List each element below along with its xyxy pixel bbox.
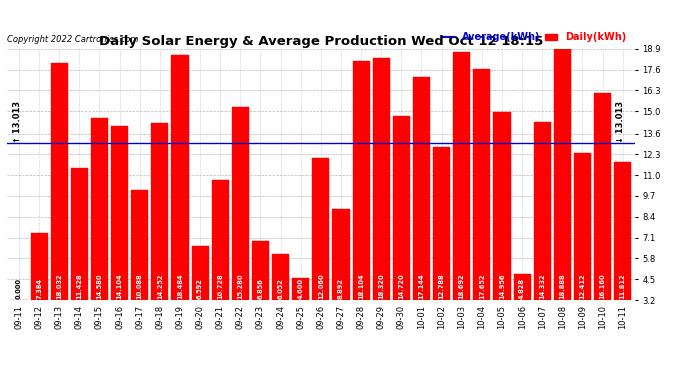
Text: 12.412: 12.412 [580,273,586,299]
Bar [292,278,309,300]
Text: 15.280: 15.280 [237,273,244,299]
Text: 14.104: 14.104 [117,273,123,299]
Bar [252,242,269,300]
Text: 4.828: 4.828 [519,278,525,299]
Text: 14.332: 14.332 [539,273,545,299]
Bar [393,116,410,300]
Text: 6.592: 6.592 [197,278,203,299]
Bar [131,190,148,300]
Text: 17.144: 17.144 [418,273,424,299]
Text: 8.892: 8.892 [338,278,344,299]
Bar [151,123,168,300]
Bar [30,233,48,300]
Text: 11.428: 11.428 [77,273,82,299]
Text: 14.720: 14.720 [398,273,404,299]
Bar [574,153,591,300]
Bar [473,69,491,300]
Bar [232,106,249,300]
Bar [91,118,108,300]
Bar [413,77,430,300]
Bar [453,52,471,300]
Text: 17.652: 17.652 [479,273,485,299]
Bar [554,49,571,300]
Bar [433,147,450,300]
Text: 6.052: 6.052 [277,278,284,299]
Text: 0.000: 0.000 [16,278,22,299]
Text: 18.484: 18.484 [177,273,183,299]
Bar [513,274,531,300]
Text: ↓ 13.013: ↓ 13.013 [616,101,625,143]
Bar [313,158,329,300]
Bar [373,58,390,300]
Bar [272,254,289,300]
Text: 18.320: 18.320 [378,273,384,299]
Text: 14.252: 14.252 [157,273,163,299]
Text: 12.788: 12.788 [439,273,444,299]
Bar [171,56,188,300]
Text: 7.384: 7.384 [36,278,42,299]
Text: 18.104: 18.104 [358,273,364,299]
Text: ↑ 13.013: ↑ 13.013 [13,101,22,143]
Text: 10.088: 10.088 [137,273,143,299]
Title: Daily Solar Energy & Average Production Wed Oct 12 18:15: Daily Solar Energy & Average Production … [99,34,543,48]
Bar [614,162,631,300]
Text: 14.956: 14.956 [499,273,505,299]
Bar [353,62,370,300]
Text: 16.160: 16.160 [600,273,606,299]
Legend: Average(kWh), Daily(kWh): Average(kWh), Daily(kWh) [439,28,630,46]
Bar [71,168,88,300]
Text: 10.728: 10.728 [217,273,224,299]
Text: 18.032: 18.032 [56,273,62,299]
Text: 11.812: 11.812 [620,273,626,299]
Text: Copyright 2022 Cartronics.com: Copyright 2022 Cartronics.com [7,35,138,44]
Text: 18.692: 18.692 [459,273,465,299]
Bar [533,122,551,300]
Text: 12.060: 12.060 [318,273,324,299]
Bar [493,112,511,300]
Bar [50,63,68,300]
Text: 4.600: 4.600 [297,278,304,299]
Text: 14.580: 14.580 [97,273,103,299]
Bar [333,209,350,300]
Bar [192,246,208,300]
Text: 18.888: 18.888 [560,273,565,299]
Text: 6.856: 6.856 [257,278,264,299]
Bar [111,126,128,300]
Bar [594,93,611,300]
Bar [212,180,229,300]
